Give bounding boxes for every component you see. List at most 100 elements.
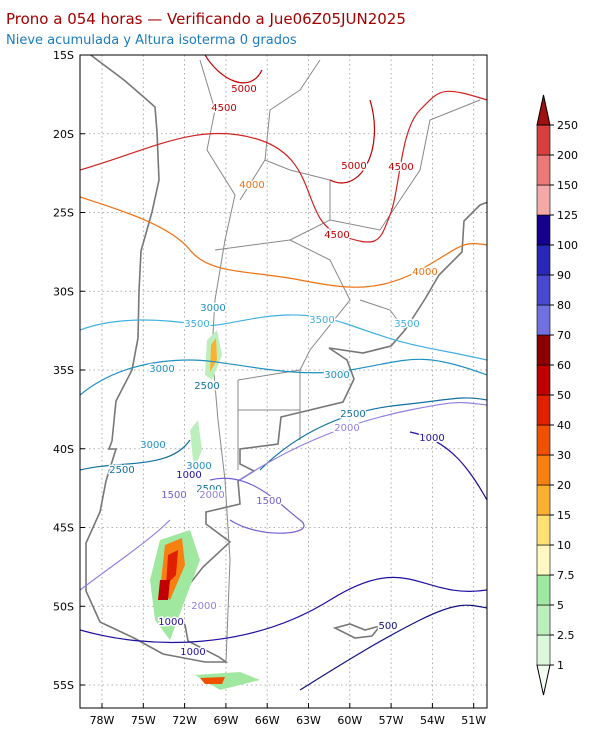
lat-label: 50S <box>53 600 74 613</box>
lat-label: 45S <box>53 522 74 535</box>
contour-label: 2500 <box>196 484 221 495</box>
lat-label: 55S <box>53 679 74 692</box>
lon-label: 60W <box>337 714 362 727</box>
colorbar-label: 60 <box>557 359 571 372</box>
contour-label: 4500 <box>324 230 349 241</box>
contour-label: 1000 <box>180 647 205 658</box>
colorbar-segment <box>536 334 551 366</box>
lat-label: 40S <box>53 443 74 456</box>
colorbar-label: 250 <box>557 119 578 132</box>
colorbar-label: 70 <box>557 329 571 342</box>
lon-label: 69W <box>213 714 238 727</box>
lon-label: 75W <box>131 714 156 727</box>
contour-label: 3000 <box>149 364 174 375</box>
contour-label: 3000 <box>200 303 225 314</box>
colorbar-label: 10 <box>557 539 571 552</box>
colorbar-segment <box>536 184 551 216</box>
contour-label: 5000 <box>231 84 256 95</box>
contour-label: 3500 <box>309 315 334 326</box>
colorbar-label: 80 <box>557 299 571 312</box>
colorbar-label: 15 <box>557 509 571 522</box>
colorbar-segment <box>536 454 551 486</box>
colorbar-label: 50 <box>557 389 571 402</box>
contour-label: 2500 <box>109 465 134 476</box>
lon-label: 66W <box>255 714 280 727</box>
contour-label: 4500 <box>211 103 236 114</box>
contour-label: 4500 <box>388 162 413 173</box>
colorbar-label: 40 <box>557 419 571 432</box>
axes: 15S 20S 25S 30S 35S 40S 45S 50S 55S 78W 75W 72W 69W 6… <box>53 49 486 727</box>
contour-label: 500 <box>378 621 397 632</box>
contour-label: 1500 <box>256 496 281 507</box>
contour-label: 4000 <box>412 267 437 278</box>
contour-label: 1000 <box>158 617 183 628</box>
lon-label: 51W <box>461 714 486 727</box>
contour-label: 2000 <box>191 601 216 612</box>
colorbar-segment <box>536 214 551 246</box>
contour-labels: 5000 4500 5000 4500 4000 4500 4000 3000 3500 3500… <box>108 83 446 660</box>
contour-label: 3500 <box>394 319 419 330</box>
colorbar-label: 7.5 <box>557 569 575 582</box>
borders <box>199 59 481 663</box>
colorbar-arrow-top <box>536 94 551 126</box>
contours <box>80 55 487 691</box>
contour-label: 3000 <box>324 370 349 381</box>
lon-label: 63W <box>296 714 321 727</box>
subtitle: Nieve acumulada y Altura isoterma 0 grad… <box>6 33 297 48</box>
colorbar-segment <box>536 394 551 426</box>
lat-label: 35S <box>53 364 74 377</box>
colorbar-segment <box>536 364 551 396</box>
colorbar-segment <box>536 604 551 636</box>
colorbar-segment <box>536 154 551 186</box>
colorbar-segment <box>536 304 551 336</box>
lat-label: 25S <box>53 207 74 220</box>
colorbar-label: 2.5 <box>557 629 575 642</box>
map-frame <box>79 54 488 709</box>
colorbar-segment <box>536 574 551 606</box>
map-area: 5000 4500 5000 4500 4000 4500 4000 3000 3500 3500… <box>80 55 487 708</box>
lon-label: 54W <box>420 714 445 727</box>
contour-label: 1000 <box>419 433 444 444</box>
lon-label: 57W <box>379 714 404 727</box>
colorbar-segment <box>536 274 551 306</box>
colorbar-label: 100 <box>557 239 578 252</box>
colorbar-segment <box>536 484 551 516</box>
colorbar-label: 200 <box>557 149 578 162</box>
lon-label: 78W <box>90 714 115 727</box>
colorbar-arrow-bottom <box>536 664 551 696</box>
contour-label: 2000 <box>334 423 359 434</box>
colorbar-label: 150 <box>557 179 578 192</box>
coastline <box>85 55 487 663</box>
colorbar-label: 30 <box>557 449 571 462</box>
colorbar-segment <box>536 424 551 456</box>
colorbar-segment <box>536 124 551 156</box>
colorbar-label: 125 <box>557 209 578 222</box>
contour-label: 1000 <box>176 470 201 481</box>
lat-label: 15S <box>53 49 74 62</box>
colorbar-segment <box>536 544 551 576</box>
lat-label: 30S <box>53 285 74 298</box>
colorbar-label: 20 <box>557 479 571 492</box>
colorbar-label: 90 <box>557 269 571 282</box>
contour-label: 3000 <box>186 461 211 472</box>
snow <box>150 330 260 690</box>
lon-label: 72W <box>172 714 197 727</box>
contour-label: 3000 <box>140 440 165 451</box>
contour-label: 3500 <box>184 319 209 330</box>
contour-label: 5000 <box>341 161 366 172</box>
colorbar-segment <box>536 514 551 546</box>
colorbar-label: 1 <box>557 659 564 672</box>
lat-label: 20S <box>53 128 74 141</box>
contour-label: 2500 <box>340 409 365 420</box>
contour-label: 1500 <box>161 490 186 501</box>
colorbar-label: 5 <box>557 599 564 612</box>
colorbar: 1 2.5 5 7.5 10 15 20 30 40 50 60 70 80 90 100 125 150 200… <box>536 94 578 696</box>
contour-label: 4000 <box>239 180 264 191</box>
contour-label: 2500 <box>194 381 219 392</box>
title: Prono a 054 horas — Verificando a Jue06Z… <box>6 10 406 28</box>
colorbar-segment <box>536 244 551 276</box>
falklands <box>332 623 383 639</box>
contour-label: 2000 <box>199 490 224 501</box>
colorbar-segment <box>536 634 551 666</box>
